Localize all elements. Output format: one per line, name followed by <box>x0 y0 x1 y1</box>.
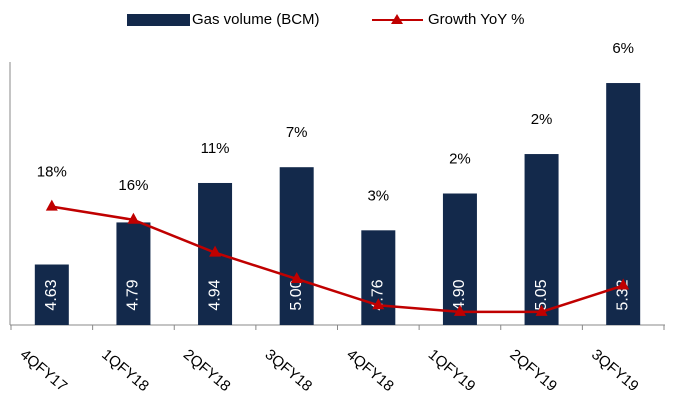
legend-label: Gas volume (BCM) <box>192 11 320 28</box>
legend-label: Growth YoY % <box>428 11 524 28</box>
line-value-label: 11% <box>201 140 230 157</box>
line-value-label: 6% <box>612 40 634 57</box>
line-marker <box>372 298 385 310</box>
line-value-label: 2% <box>449 150 471 167</box>
x-tick-label: 2QFY18 <box>180 346 234 395</box>
bar-value-label: 5.00 <box>288 279 305 310</box>
legend-marker <box>391 14 403 24</box>
legend-swatch <box>127 14 190 26</box>
bar-value-label: 4.79 <box>125 279 142 310</box>
bar <box>34 264 69 325</box>
line-marker <box>453 304 466 316</box>
line-value-label: 16% <box>118 177 148 194</box>
line-value-label: 2% <box>531 111 553 128</box>
bar <box>279 167 314 325</box>
x-tick-label: 3QFY19 <box>588 346 642 395</box>
line-marker <box>290 271 303 283</box>
bar-value-label: 4.94 <box>206 279 223 310</box>
bar-value-label: 5.05 <box>533 279 550 310</box>
x-tick-label: 1QFY19 <box>425 346 479 395</box>
line-marker <box>535 304 548 316</box>
bar-value-label: 4.63 <box>43 279 60 310</box>
bar <box>116 222 151 325</box>
growth-line <box>51 205 624 314</box>
line-marker <box>127 212 140 224</box>
line-marker <box>617 278 630 290</box>
bar <box>524 154 559 325</box>
x-tick-label: 2QFY19 <box>506 346 560 395</box>
line-marker <box>45 199 58 211</box>
line-value-label: 18% <box>37 164 67 181</box>
x-tick-label: 4QFY17 <box>17 346 71 395</box>
line-marker <box>209 245 222 257</box>
line-value-label: 7% <box>286 124 308 141</box>
x-tick-label: 3QFY18 <box>262 346 316 395</box>
bar-value-label: 4.90 <box>451 279 468 310</box>
line-value-label: 3% <box>367 187 389 204</box>
bar <box>442 193 477 325</box>
x-tick-label: 4QFY18 <box>343 346 397 395</box>
x-tick-label: 1QFY18 <box>98 346 152 395</box>
